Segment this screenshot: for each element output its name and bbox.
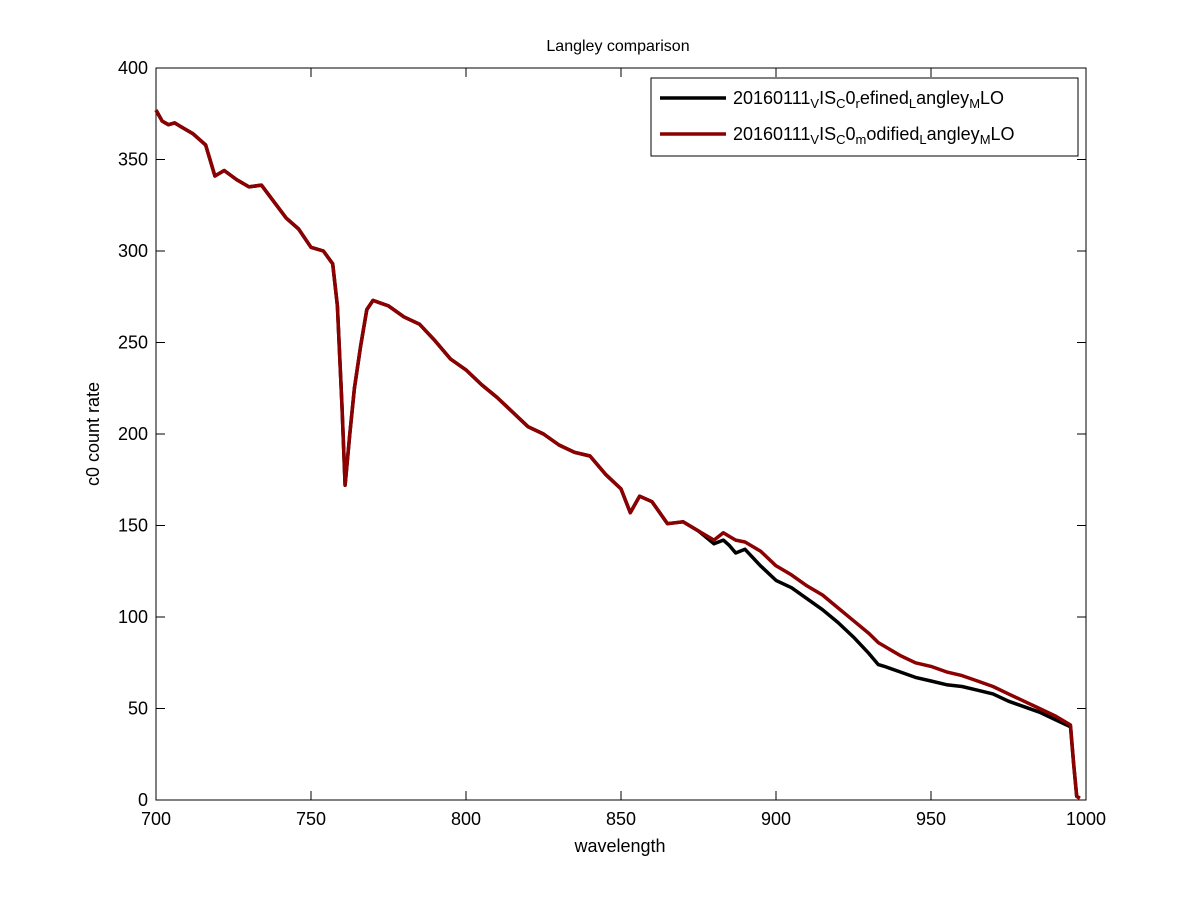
legend-label-1: 20160111VISC0refinedLangleyMLO — [733, 88, 1004, 111]
plot-area — [155, 67, 1087, 801]
x-tick-label: 950 — [916, 809, 946, 829]
y-tick-label: 100 — [118, 607, 148, 627]
chart-title: Langley comparison — [546, 38, 689, 55]
x-tick-label: 750 — [296, 809, 326, 829]
x-tick-label: 900 — [761, 809, 791, 829]
series-line-2 — [154, 109, 1081, 800]
y-tick-label: 150 — [118, 516, 148, 536]
x-tick-label: 850 — [606, 809, 636, 829]
y-tick-label: 200 — [118, 424, 148, 444]
y-tick-label: 50 — [128, 699, 148, 719]
y-axis-label: c0 count rate — [83, 382, 103, 486]
x-tick-label: 800 — [451, 809, 481, 829]
axis-ticks: 700 750 800 850 900 950 1000 0 50 100 150 200 250 300… — [118, 58, 1106, 829]
y-tick-label: 250 — [118, 333, 148, 353]
data-lines — [154, 109, 1081, 800]
x-tick-label: 700 — [141, 809, 171, 829]
legend-label-2: 20160111VISC0modifiedLangleyMLO — [733, 124, 1015, 147]
y-tick-label: 300 — [118, 241, 148, 261]
x-axis-label: wavelength — [573, 836, 665, 856]
legend: 20160111VISC0refinedLangleyMLO 20160111VI… — [650, 77, 1079, 157]
y-tick-label: 400 — [118, 58, 148, 78]
x-tick-label: 1000 — [1066, 809, 1106, 829]
y-tick-label: 0 — [138, 790, 148, 810]
y-tick-label: 350 — [118, 150, 148, 170]
legend-box — [650, 77, 1079, 157]
